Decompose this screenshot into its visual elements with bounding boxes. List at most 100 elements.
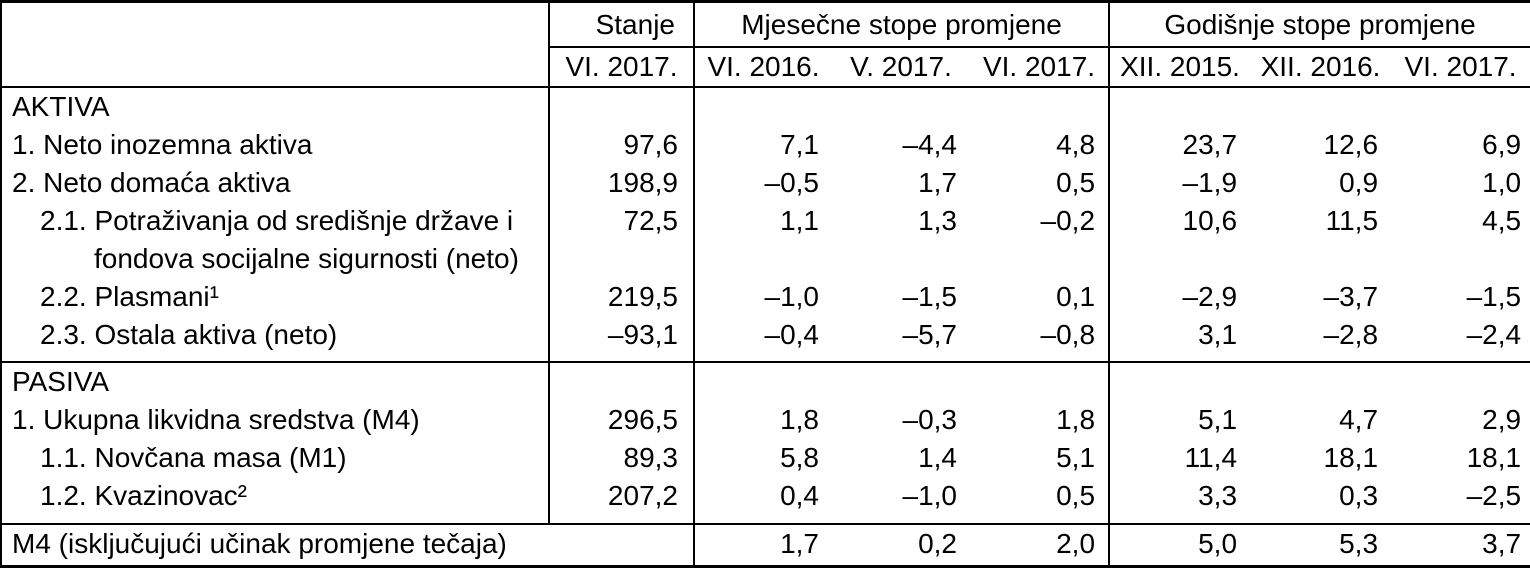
column-header-monthly-date-1: VI. 2016.	[693, 47, 832, 88]
cell-value: 296,5	[548, 401, 694, 439]
cell-value: 1,7	[693, 523, 832, 567]
column-header-annual-date-1: XII. 2015.	[1108, 47, 1251, 88]
row-label: 2. Neto domaća aktiva	[12, 167, 291, 198]
cell-value: –2,9	[1108, 278, 1251, 316]
cell-value: –93,1	[548, 316, 694, 362]
cell-empty	[1391, 361, 1530, 401]
column-header-monthly-date-3: VI. 2017.	[970, 47, 1110, 88]
cell-value: 1,1	[693, 202, 832, 278]
cell-empty	[693, 87, 832, 126]
row-label: 2.2. Plasmani¹	[40, 281, 219, 312]
cell-value: 1,0	[1482, 167, 1522, 198]
cell-value: 1,4	[918, 442, 957, 473]
column-group-annual-rates: Godišnje stope promjene	[1108, 1, 1530, 48]
cell-value: 4,7	[1339, 404, 1379, 435]
cell-empty	[1108, 361, 1251, 401]
cell-value: 0,9	[1339, 167, 1379, 198]
cell-value: 207,2	[548, 477, 694, 524]
cell-value: 18,1	[1323, 442, 1379, 473]
table-row-ostala-aktiva: 2.3. Ostala aktiva (neto) –93,1 –0,4 –5,…	[1, 316, 1530, 362]
column-group-stanje: Stanje	[548, 1, 694, 48]
row-label: 1. Neto inozemna aktiva	[12, 129, 313, 160]
cell-empty	[832, 361, 970, 401]
row-label: 1. Ukupna likvidna sredstva (M4)	[12, 404, 420, 435]
cell-value: 3,7	[1391, 523, 1530, 567]
cell-value: –0,8	[1040, 319, 1096, 350]
table-row-neto-domaca-aktiva: 2. Neto domaća aktiva 198,9 –0,5 1,7 0,5…	[1, 164, 1530, 202]
cell-value: –0,3	[902, 404, 958, 435]
cell-value: 23,7	[1108, 126, 1251, 164]
cell-value: 10,6	[1108, 202, 1251, 278]
cell-value: –1,5	[1466, 281, 1522, 312]
cell-value: 0,1	[1056, 281, 1096, 312]
cell-value: –2,5	[1466, 480, 1522, 511]
cell-value: –3,7	[1323, 281, 1379, 312]
column-header-monthly-date-2: V. 2017.	[832, 47, 970, 88]
cell-empty	[1391, 87, 1530, 126]
cell-value: 4,5	[1482, 205, 1522, 236]
corner-cell	[1, 1, 549, 88]
cell-value: –1,9	[1108, 164, 1251, 202]
cell-value: 72,5	[548, 202, 694, 278]
cell-value: –0,4	[693, 316, 832, 362]
cell-value: 1,8	[693, 401, 832, 439]
cell-value: –0,2	[1040, 205, 1096, 236]
cell-value: –4,4	[902, 129, 958, 160]
cell-value: –2,8	[1323, 319, 1379, 350]
table-row-ukupna-likvidna-sredstva: 1. Ukupna likvidna sredstva (M4) 296,5 1…	[1, 401, 1530, 439]
table-row-plasmani: 2.2. Plasmani¹ 219,5 –1,0 –1,5 0,1 –2,9 …	[1, 278, 1530, 316]
cell-value: 6,9	[1482, 129, 1522, 160]
section-label: AKTIVA	[12, 91, 110, 122]
cell-value: –1,0	[693, 278, 832, 316]
cell-value: –0,5	[693, 164, 832, 202]
cell-empty	[548, 87, 694, 126]
section-row-aktiva: AKTIVA	[1, 87, 1530, 126]
cell-value: 97,6	[548, 126, 694, 164]
cell-empty	[1250, 361, 1392, 401]
cell-value: 5,3	[1250, 523, 1392, 567]
cell-value: 5,8	[693, 439, 832, 477]
cell-value: 11,4	[1108, 439, 1251, 477]
table-row-potrazivanja-sredisnja-drzava: 2.1. Potraživanja od središnje države i …	[1, 202, 1530, 278]
row-label: 2.3. Ostala aktiva (neto)	[40, 319, 338, 350]
table-row-kvazinovac: 1.2. Kvazinovac² 207,2 0,4 –1,0 0,5 3,3 …	[1, 477, 1530, 524]
column-group-monthly-rates: Mjesečne stope promjene	[692, 1, 1110, 48]
row-label: M4 (isključujući učinak promjene tečaja)	[1, 523, 694, 567]
column-header-annual-date-2: XII. 2016.	[1250, 47, 1392, 88]
cell-empty	[832, 87, 970, 126]
cell-empty	[693, 361, 832, 401]
cell-value: 89,3	[548, 439, 694, 477]
section-row-pasiva: PASIVA	[1, 361, 1530, 401]
cell-value: 7,1	[693, 126, 832, 164]
cell-value: –1,5	[902, 281, 958, 312]
cell-value: 198,9	[548, 164, 694, 202]
cell-value: –1,0	[902, 480, 958, 511]
column-header-stanje-date: VI. 2017.	[548, 47, 694, 88]
cell-empty	[1250, 87, 1391, 126]
cell-value: 0,3	[1339, 480, 1379, 511]
cell-value: 4,8	[1056, 129, 1096, 160]
cell-value: 5,1	[1108, 401, 1251, 439]
cell-value: 12,6	[1323, 129, 1379, 160]
cell-value: 3,3	[1108, 477, 1251, 524]
cell-value: 0,5	[1056, 167, 1096, 198]
cell-value: –5,7	[902, 319, 958, 350]
cell-value: 5,1	[1056, 442, 1096, 473]
column-header-annual-date-3: VI. 2017.	[1391, 47, 1530, 88]
cell-value: 1,7	[918, 167, 957, 198]
cell-value: 0,5	[1056, 480, 1096, 511]
row-label: 2.1. Potraživanja od središnje države i …	[40, 205, 519, 274]
row-label: 1.2. Kvazinovac²	[40, 480, 247, 511]
row-label: 1.1. Novčana masa (M1)	[40, 442, 347, 473]
cell-value: 2,9	[1482, 404, 1522, 435]
header-group-row: Stanje Mjesečne stope promjene Godišnje …	[1, 1, 1530, 88]
cell-value: 2,0	[970, 523, 1110, 567]
section-label: PASIVA	[1, 361, 549, 401]
cell-empty	[1108, 87, 1251, 126]
cell-empty	[548, 361, 694, 401]
cell-value: 1,8	[1056, 404, 1096, 435]
cell-value: 219,5	[548, 278, 694, 316]
table-row-novcana-masa: 1.1. Novčana masa (M1) 89,3 5,8 1,4 5,1 …	[1, 439, 1530, 477]
